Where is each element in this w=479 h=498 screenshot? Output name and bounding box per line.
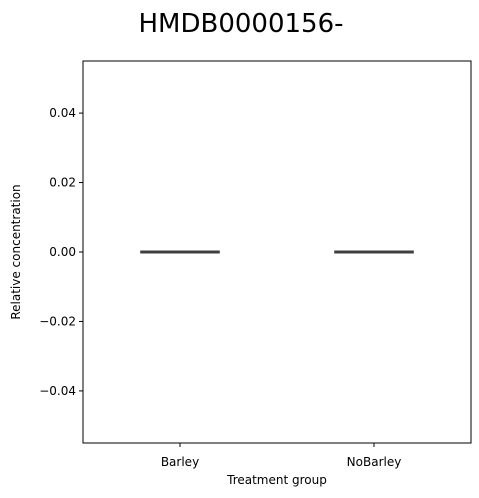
y-tick-label: 0.02 [49, 176, 76, 190]
x-tick-label: Barley [161, 455, 199, 469]
plot-area [140, 250, 414, 254]
y-tick-label: 0.00 [49, 245, 76, 259]
x-axis: Barley NoBarley [161, 443, 402, 469]
y-tick-label: −0.02 [39, 314, 76, 328]
y-axis-label: Relative concentration [9, 184, 23, 319]
y-tick-label: −0.04 [39, 384, 76, 398]
x-axis-label: Treatment group [226, 473, 327, 487]
x-tick-label: NoBarley [347, 455, 402, 469]
y-tick-label: 0.04 [49, 106, 76, 120]
y-axis: −0.04 −0.02 0.00 0.02 0.04 [39, 106, 83, 398]
chart-title: HMDB0000156- [138, 9, 343, 39]
